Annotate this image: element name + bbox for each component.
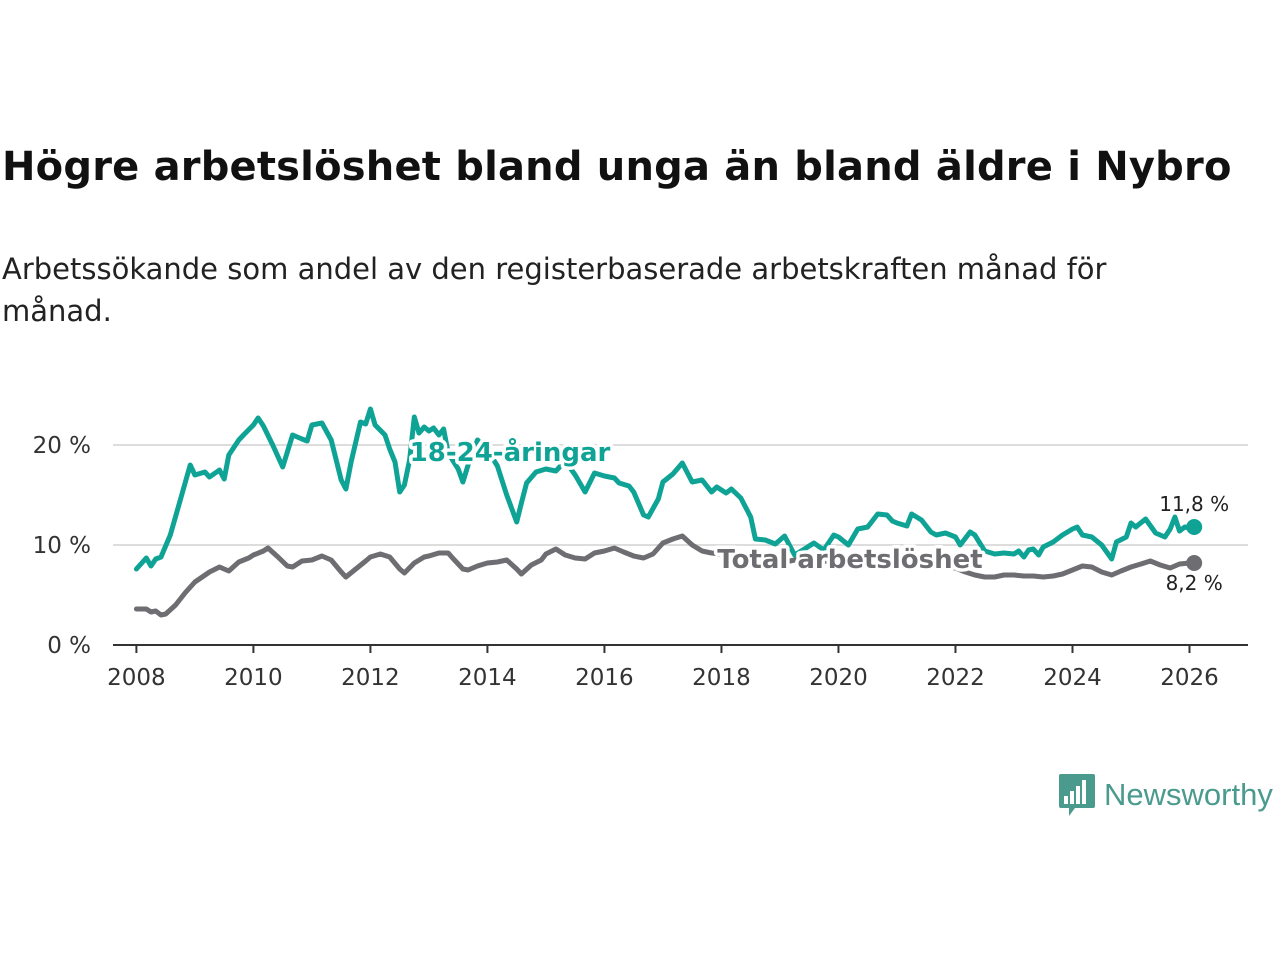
youth-series-line (133, 406, 1197, 572)
x-tick-label: 2020 (809, 665, 868, 691)
youth-series-label: 18-24-åringar (410, 436, 611, 468)
brand-name: Newsworthy (1104, 777, 1273, 812)
labels: 18-24-åringar Total arbetslöshet 11,8 % 8,2… (406, 433, 1229, 596)
total-series-line (133, 533, 1197, 618)
youth-end-label: 11,8 % (1159, 492, 1229, 516)
chart-subtitle: Arbetssökande som andel av den registerb… (2, 252, 1107, 328)
total-series-label: Total arbetslöshet (717, 545, 982, 575)
x-tick-label: 2010 (224, 665, 283, 691)
x-tick-label: 2026 (1160, 665, 1219, 691)
x-tick-label: 2024 (1043, 665, 1102, 691)
youth-series-end-point (1186, 519, 1203, 535)
gridlines (113, 444, 1248, 546)
y-tick-label: 10 % (33, 533, 91, 559)
x-tick-label: 2012 (341, 665, 400, 691)
chart-title: Högre arbetslöshet bland unga än bland ä… (2, 144, 1232, 190)
total-end-label: 8,2 % (1166, 571, 1223, 595)
series (133, 406, 1203, 618)
x-tick-label: 2016 (575, 665, 634, 691)
newsworthy-logo[interactable]: Newsworthy (1058, 772, 1273, 818)
x-tick-label: 2014 (458, 665, 517, 691)
y-tick-label: 20 % (33, 433, 91, 459)
bar-chart-icon (1059, 774, 1095, 816)
x-tick-label: 2008 (107, 665, 166, 691)
axes: 0 % 10 % 20 % 2008 2010 2012 2014 2016 2018 2020 2… (33, 433, 1248, 691)
x-tick-label: 2018 (692, 665, 751, 691)
total-series-end-point (1186, 555, 1203, 571)
y-tick-label: 0 % (47, 633, 91, 659)
x-tick-label: 2022 (926, 665, 985, 691)
